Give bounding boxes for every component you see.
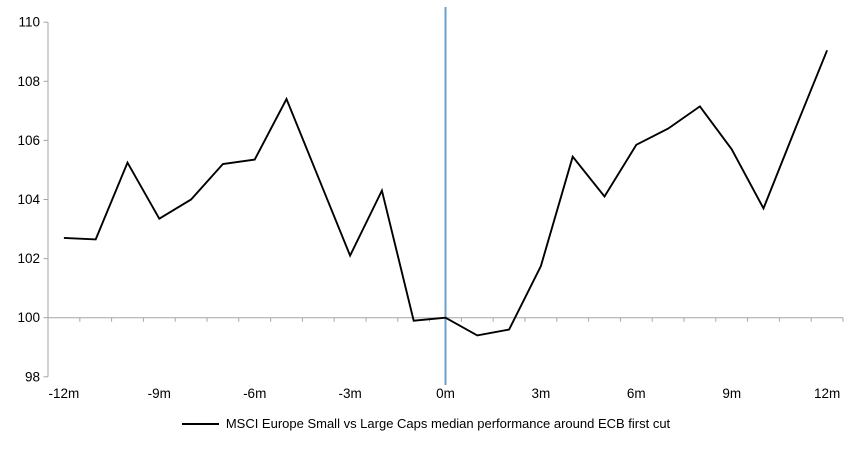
chart-legend: MSCI Europe Small vs Large Caps median p… — [0, 416, 852, 431]
legend-line-swatch — [181, 422, 219, 425]
x-tick-label: -12m — [49, 386, 80, 401]
y-tick-label: 100 — [17, 310, 40, 325]
x-tick-label: -6m — [243, 386, 266, 401]
series-line — [63, 49, 828, 337]
x-tick-label: 12m — [814, 386, 840, 401]
x-tick-label: 3m — [532, 386, 551, 401]
x-tick-label: 6m — [627, 386, 646, 401]
y-tick-label: 108 — [17, 74, 40, 89]
y-tick-label: 102 — [17, 251, 40, 266]
x-tick-label: -3m — [338, 386, 361, 401]
y-tick-label: 98 — [25, 369, 40, 384]
legend-label: MSCI Europe Small vs Large Caps median p… — [225, 416, 671, 431]
x-tick-label: 9m — [722, 386, 741, 401]
line-chart-svg: 98 100 102 104 106 108 110 -12m -9m -6m -3m 0m 3m 6m 9… — [17, 7, 844, 401]
x-tick-label: -9m — [148, 386, 171, 401]
y-tick-label: 104 — [17, 192, 40, 207]
y-tick-label: 110 — [18, 15, 40, 30]
y-tick-label: 106 — [17, 133, 40, 148]
x-tick-label: 0m — [436, 386, 455, 401]
